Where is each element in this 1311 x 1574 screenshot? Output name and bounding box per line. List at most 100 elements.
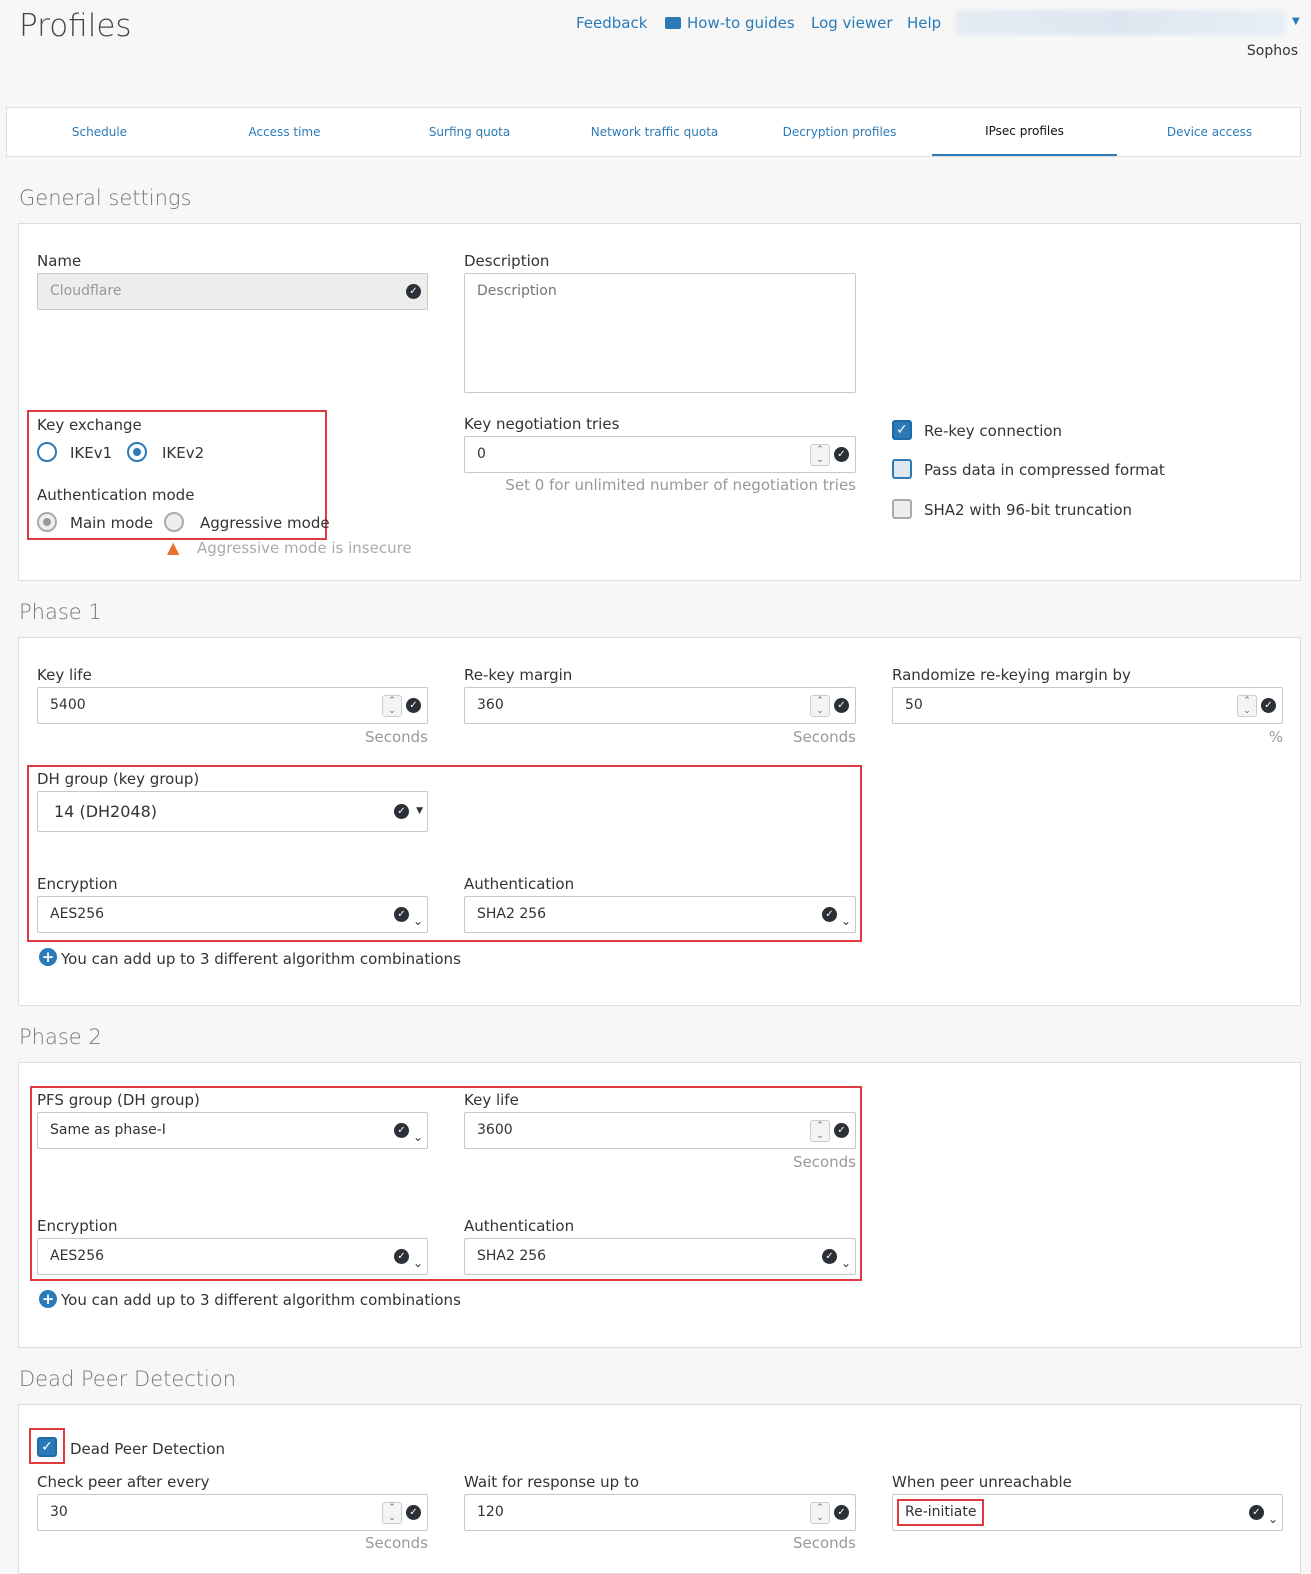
neg-tries-label: Key negotiation tries — [464, 415, 620, 433]
chevron-down-icon: ⌄ — [840, 914, 851, 928]
rekey-margin-unit: Seconds — [792, 728, 856, 746]
p2-authentication-label: Authentication — [464, 1217, 575, 1235]
ikev1-radio[interactable] — [37, 442, 57, 462]
user-menu[interactable] — [956, 10, 1286, 35]
tab-device-access[interactable]: Device access — [1166, 125, 1253, 139]
aggressive-warning: Aggressive mode is insecure — [197, 539, 412, 557]
tab-decryption-profiles[interactable]: Decryption profiles — [782, 125, 897, 139]
aggressive-mode-radio[interactable] — [164, 512, 184, 532]
rekey-checkbox[interactable]: ✓ — [892, 420, 912, 440]
p1-keylife-input[interactable]: 5400 ⌃ ⌄ ✓ — [37, 687, 428, 724]
stepper-icon[interactable]: ⌃ ⌄ — [810, 444, 830, 466]
peer-unreachable-label: When peer unreachable — [892, 1473, 1072, 1491]
p2-keylife-input[interactable]: 3600 ⌃ ⌄ ✓ — [464, 1112, 856, 1149]
stepper-icon[interactable]: ⌃ ⌄ — [382, 1502, 402, 1524]
p1-authentication-value: SHA2 256 — [477, 906, 547, 922]
main-mode-radio[interactable] — [37, 512, 57, 532]
p1-encryption-value: AES256 — [50, 906, 105, 922]
p2-keylife-unit: Seconds — [792, 1153, 856, 1171]
feedback-link[interactable]: Feedback — [576, 14, 648, 32]
auth-mode-label: Authentication mode — [37, 486, 195, 504]
description-textarea[interactable] — [464, 273, 856, 393]
peer-unreachable-select[interactable]: Re-initiate ✓ ⌄ — [892, 1494, 1283, 1531]
tab-ipsec-profiles[interactable]: IPsec profiles — [932, 108, 1117, 156]
stepper-icon[interactable]: ⌃ ⌄ — [382, 695, 402, 717]
check-peer-value: 30 — [50, 1504, 68, 1520]
neg-tries-value: 0 — [477, 446, 486, 462]
check-peer-input[interactable]: 30 ⌃ ⌄ ✓ — [37, 1494, 428, 1531]
tab-schedule[interactable]: Schedule — [71, 125, 128, 139]
stepper-icon[interactable]: ⌃ ⌄ — [1237, 695, 1257, 717]
section-phase2: Phase 2 — [19, 1025, 102, 1049]
p1-keylife-unit: Seconds — [364, 728, 428, 746]
pfs-group-select[interactable]: Same as phase-I ✓ ⌄ — [37, 1112, 428, 1149]
check-circle-icon: ✓ — [394, 907, 409, 922]
ikev2-label: IKEv2 — [162, 444, 205, 462]
check-circle-icon: ✓ — [394, 1123, 409, 1138]
tab-network-traffic-quota[interactable]: Network traffic quota — [590, 125, 719, 139]
chevron-down-icon: ⌄ — [840, 1256, 851, 1270]
check-peer-unit: Seconds — [364, 1534, 428, 1552]
check-peer-label: Check peer after every — [37, 1473, 210, 1491]
stepper-icon[interactable]: ⌃ ⌄ — [810, 695, 830, 717]
p2-encryption-select[interactable]: AES256 ✓ ⌄ — [37, 1238, 428, 1275]
p2-keylife-value: 3600 — [477, 1122, 513, 1138]
ikev2-radio[interactable] — [127, 442, 147, 462]
caret-down-icon: ▼ — [416, 806, 423, 816]
aggressive-mode-label: Aggressive mode — [200, 514, 330, 532]
wait-response-input[interactable]: 120 ⌃ ⌄ ✓ — [464, 1494, 856, 1531]
rekey-margin-label: Re-key margin — [464, 666, 573, 684]
org-name: Sophos — [1246, 43, 1298, 59]
p2-add-combination-text[interactable]: You can add up to 3 different algorithm … — [61, 1291, 461, 1309]
dh-group-select[interactable]: 14 (DH2048) ✓ ▼ — [37, 791, 428, 832]
wait-response-unit: Seconds — [792, 1534, 856, 1552]
compress-label: Pass data in compressed format — [924, 461, 1165, 479]
p1-keylife-value: 5400 — [50, 697, 86, 713]
add-combination-icon[interactable]: + — [39, 1290, 57, 1308]
tab-surfing-quota[interactable]: Surfing quota — [428, 125, 511, 139]
pfs-group-value: Same as phase-I — [50, 1122, 166, 1138]
dpd-checkbox[interactable]: ✓ — [37, 1437, 57, 1457]
caret-down-icon[interactable]: ▼ — [1292, 16, 1300, 27]
stepper-icon[interactable]: ⌃ ⌄ — [810, 1120, 830, 1142]
p2-encryption-value: AES256 — [50, 1248, 105, 1264]
stepper-icon[interactable]: ⌃ ⌄ — [810, 1502, 830, 1524]
p2-authentication-value: SHA2 256 — [477, 1248, 547, 1264]
help-link[interactable]: Help — [907, 14, 942, 32]
randomize-input[interactable]: 50 ⌃ ⌄ ✓ — [892, 687, 1283, 724]
add-combination-icon[interactable]: + — [39, 948, 57, 966]
rekey-margin-value: 360 — [477, 697, 504, 713]
description-label: Description — [464, 252, 550, 270]
how-to-guides-link[interactable]: How-to guides — [687, 14, 795, 32]
randomize-label: Randomize re-keying margin by — [892, 666, 1131, 684]
highlight-box — [29, 1428, 65, 1464]
check-circle-icon: ✓ — [1249, 1505, 1264, 1520]
p1-authentication-select[interactable]: SHA2 256 ✓ ⌄ — [464, 896, 856, 933]
name-value: Cloudflare — [50, 283, 122, 299]
section-dpd: Dead Peer Detection — [19, 1367, 237, 1391]
peer-unreachable-value: Re-initiate — [897, 1499, 985, 1526]
tab-access-time[interactable]: Access time — [248, 125, 321, 139]
neg-tries-input[interactable]: 0 ⌃ ⌄ ✓ — [464, 436, 856, 473]
p1-add-combination-text[interactable]: You can add up to 3 different algorithm … — [61, 950, 461, 968]
key-exchange-label: Key exchange — [37, 416, 142, 434]
page-title: Profiles — [19, 8, 132, 44]
dpd-panel — [18, 1404, 1301, 1574]
sha2-truncation-checkbox[interactable] — [892, 499, 912, 519]
highlight-box — [27, 765, 862, 942]
compress-checkbox[interactable] — [892, 459, 912, 479]
check-circle-icon: ✓ — [834, 1505, 849, 1520]
p2-authentication-select[interactable]: SHA2 256 ✓ ⌄ — [464, 1238, 856, 1275]
check-circle-icon: ✓ — [822, 907, 837, 922]
p1-keylife-label: Key life — [37, 666, 92, 684]
check-circle-icon: ✓ — [394, 804, 409, 819]
sha2-truncation-label: SHA2 with 96-bit truncation — [924, 501, 1133, 519]
log-viewer-link[interactable]: Log viewer — [811, 14, 893, 32]
rekey-margin-input[interactable]: 360 ⌃ ⌄ ✓ — [464, 687, 856, 724]
tab-bar: Schedule Access time Surfing quota Netwo… — [6, 107, 1301, 157]
section-phase1: Phase 1 — [19, 600, 102, 624]
neg-tries-hint: Set 0 for unlimited number of negotiatio… — [505, 476, 856, 494]
dpd-checkbox-label: Dead Peer Detection — [70, 1440, 226, 1458]
p1-encryption-select[interactable]: AES256 ✓ ⌄ — [37, 896, 428, 933]
highlight-box — [30, 1086, 862, 1281]
